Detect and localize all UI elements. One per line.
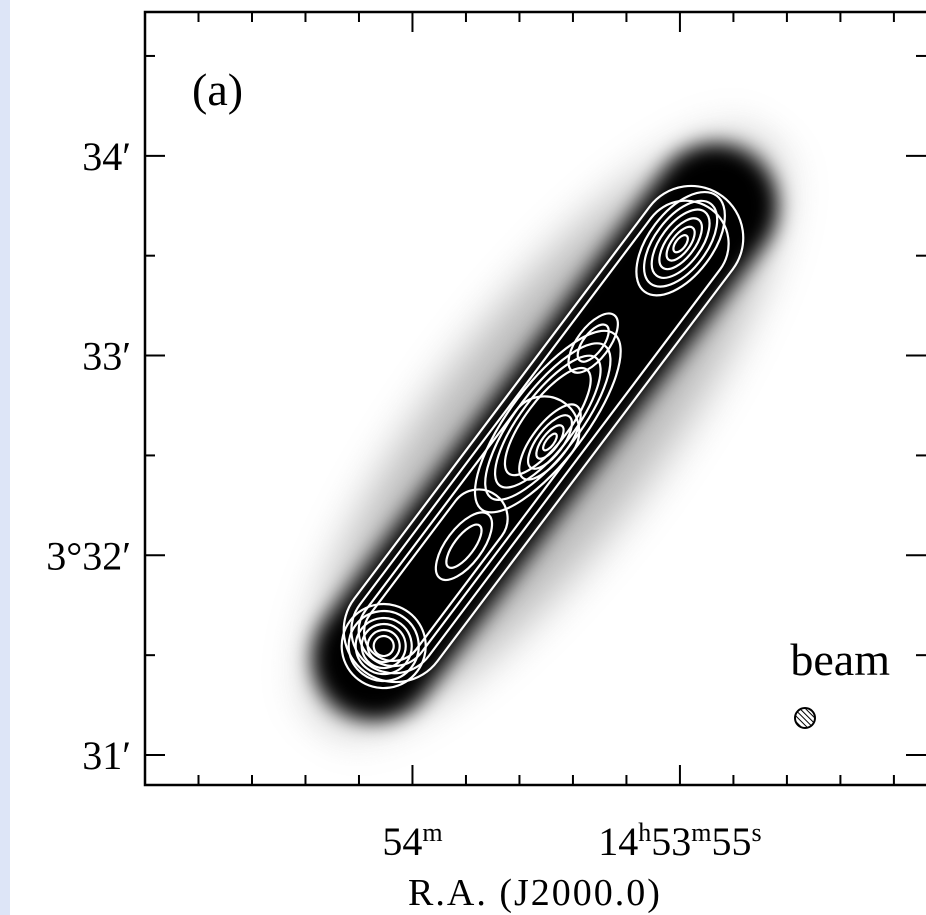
panel-label: (a) [192,64,243,115]
x-axis-label: R.A. (J2000.0) [408,872,662,914]
y-tick-label: 3°32′ [46,533,131,578]
y-tick-label: 34′ [82,134,131,179]
beam-symbol [794,707,816,729]
y-tick-label: 31′ [82,733,131,778]
beam-label: beam [790,634,890,685]
side-strip [0,0,10,915]
x-tick-label: 14h53m55s [598,818,761,864]
map-image [145,12,926,785]
y-tick-label: 33′ [82,334,131,379]
x-tick-label: 54m [382,818,442,864]
plot-frame [143,10,926,787]
